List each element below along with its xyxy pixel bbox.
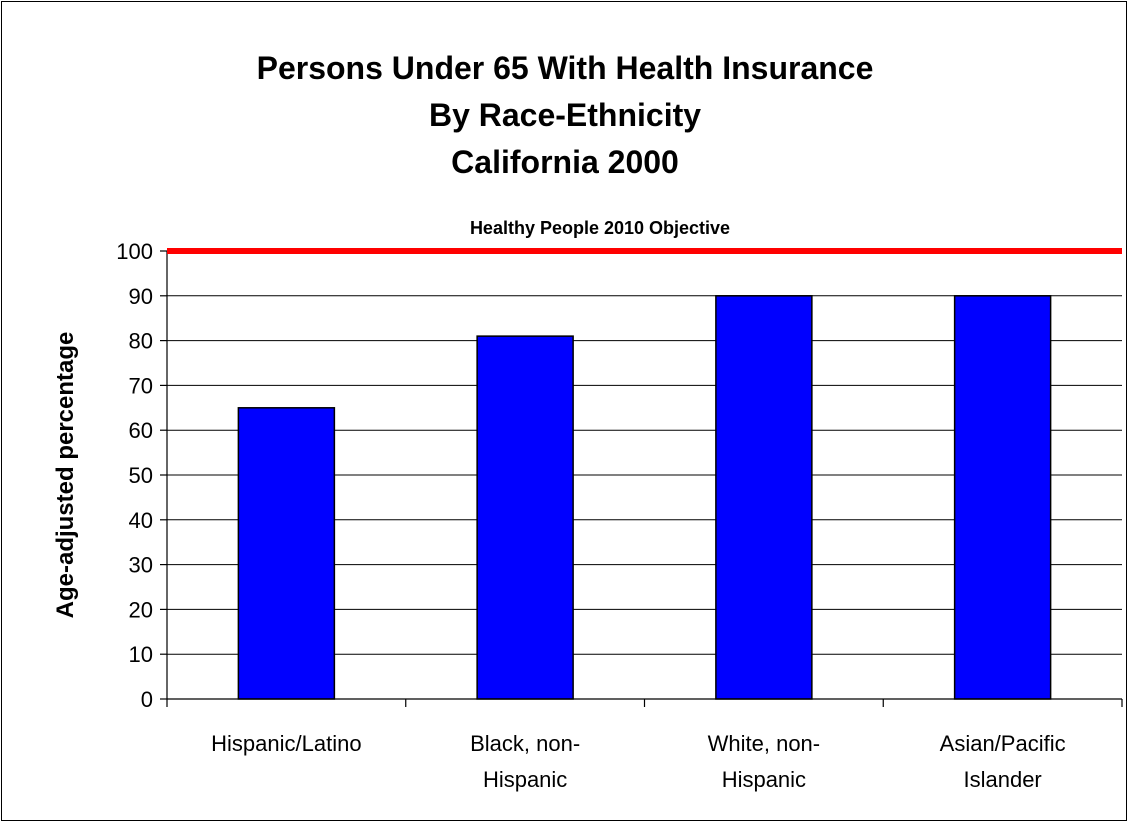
bar: [953, 295, 1052, 700]
objective-label: Healthy People 2010 Objective: [470, 218, 730, 238]
y-tick-label: 10: [129, 642, 153, 667]
objective-line-group: Healthy People 2010 Objective: [167, 218, 1122, 254]
bars: [237, 295, 1052, 700]
x-tick-label: White, non-: [708, 731, 821, 756]
x-tick-label: Black, non-: [470, 731, 580, 756]
y-tick-label: 0: [141, 687, 153, 712]
y-tick-label: 50: [129, 463, 153, 488]
y-tick-label: 70: [129, 373, 153, 398]
x-tick-label: Hispanic: [483, 767, 567, 792]
chart-title-line: By Race-Ethnicity: [429, 97, 701, 133]
y-tick-labels: 0 10 20 30 40 50 60 70 80 90 100: [116, 239, 153, 712]
bar: [237, 407, 336, 700]
y-tick-label: 30: [129, 553, 153, 578]
y-tick-label: 40: [129, 508, 153, 533]
x-tick-label: Asian/Pacific: [940, 731, 1066, 756]
x-tick-labels: Hispanic/Latino Black, non- Hispanic White,…: [211, 731, 1065, 792]
chart-title: Persons Under 65 With Health Insurance By…: [257, 50, 874, 180]
x-tick-label: Islander: [963, 767, 1041, 792]
x-tick-label: Hispanic: [722, 767, 806, 792]
y-axis-label: Age-adjusted percentage: [52, 332, 79, 619]
y-tick-label: 60: [129, 418, 153, 443]
axes: [160, 250, 1123, 707]
chart-title-line: California 2000: [451, 144, 679, 180]
y-tick-label: 90: [129, 284, 153, 309]
bar: [476, 335, 574, 700]
y-tick-label: 20: [129, 597, 153, 622]
chart-title-line: Persons Under 65 With Health Insurance: [257, 50, 874, 86]
x-tick-label: Hispanic/Latino: [211, 731, 361, 756]
y-tick-label: 80: [129, 329, 153, 354]
y-tick-label: 100: [116, 239, 153, 264]
bar: [715, 295, 813, 700]
